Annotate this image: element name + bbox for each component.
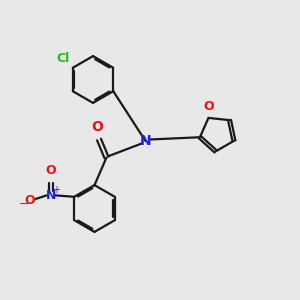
Text: −: − xyxy=(19,198,30,212)
Text: +: + xyxy=(52,185,60,195)
Text: Cl: Cl xyxy=(56,52,70,65)
Text: N: N xyxy=(46,189,56,202)
Text: O: O xyxy=(25,194,35,207)
Text: O: O xyxy=(46,164,56,177)
Text: O: O xyxy=(92,120,104,134)
Text: O: O xyxy=(203,100,214,112)
Text: N: N xyxy=(140,134,151,148)
